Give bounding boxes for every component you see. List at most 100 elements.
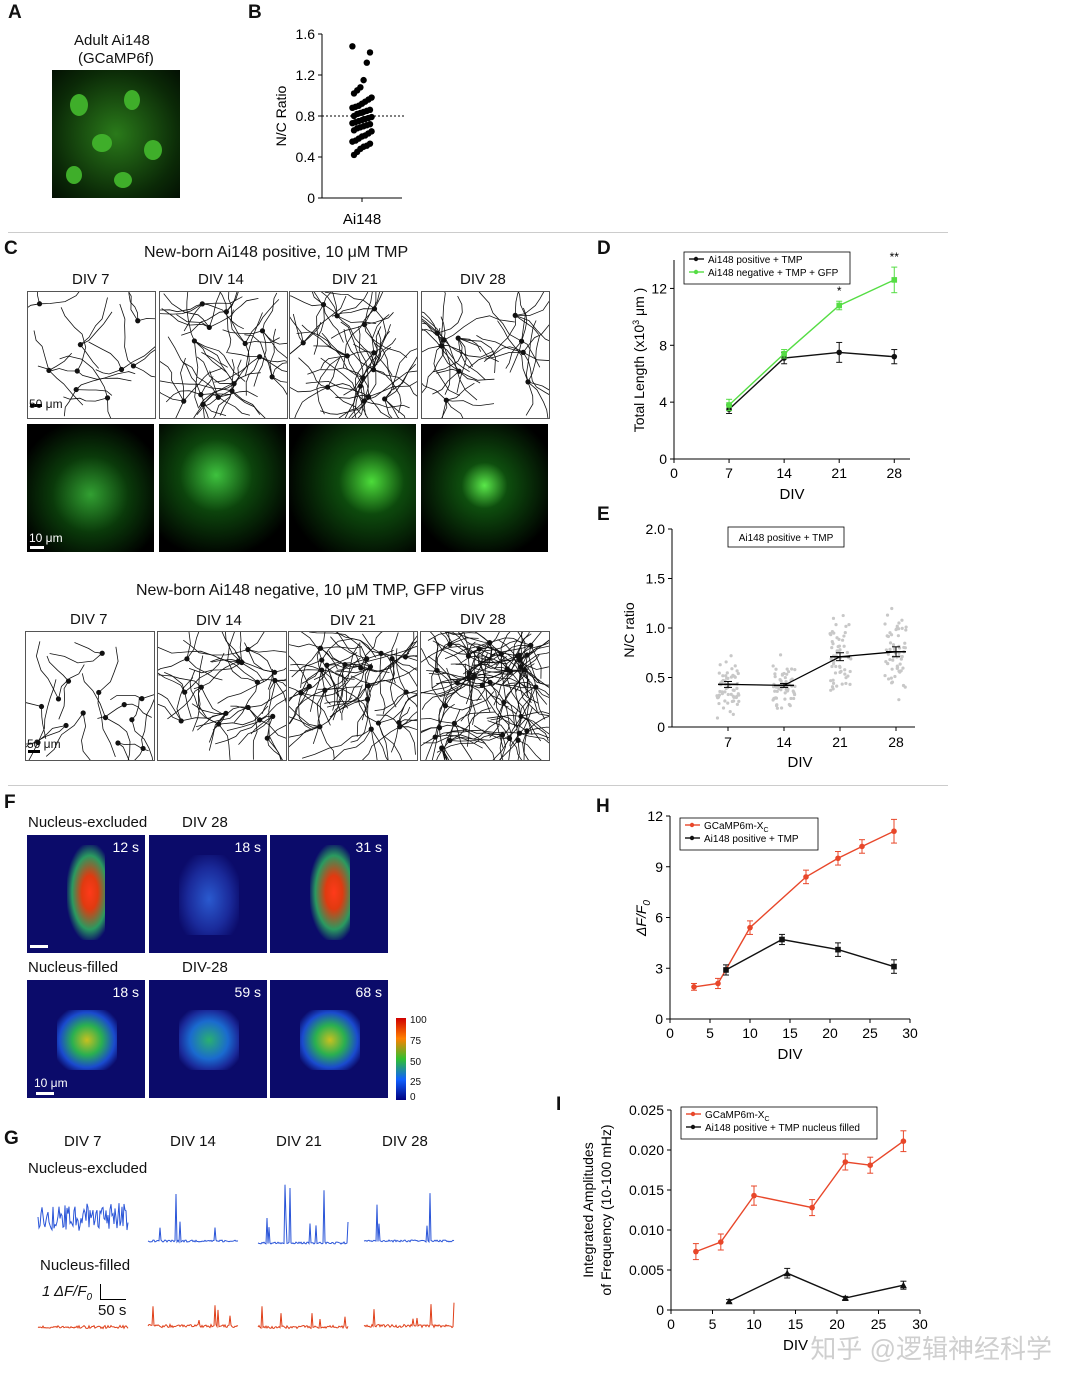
neurite bbox=[519, 706, 533, 734]
chartI-data-point bbox=[718, 1239, 724, 1245]
neurite bbox=[290, 295, 324, 307]
g-div-14: DIV 14 bbox=[170, 1133, 216, 1150]
e-data-point bbox=[786, 670, 791, 674]
neurite bbox=[378, 722, 389, 760]
i-legend-sub: C bbox=[764, 1116, 769, 1123]
neurite bbox=[487, 720, 510, 739]
neurite bbox=[362, 726, 400, 760]
neurite bbox=[374, 292, 384, 309]
neurite bbox=[441, 400, 447, 418]
neurite bbox=[378, 690, 417, 724]
soma bbox=[272, 669, 278, 675]
e-data-point bbox=[890, 606, 894, 611]
neurite bbox=[441, 747, 448, 760]
neurite bbox=[80, 297, 108, 346]
soma bbox=[74, 368, 80, 374]
e-data-point bbox=[731, 694, 735, 698]
panel-label-d: D bbox=[597, 238, 611, 259]
neurite bbox=[421, 736, 436, 747]
neurite bbox=[107, 397, 112, 418]
e-data-point bbox=[904, 625, 908, 629]
neurite bbox=[313, 345, 363, 379]
neurite bbox=[133, 349, 155, 367]
neurite bbox=[361, 685, 369, 721]
panel-label-f: F bbox=[4, 792, 16, 813]
e-data-point bbox=[840, 682, 844, 686]
neurite bbox=[364, 292, 373, 325]
adult-ai148-image bbox=[52, 70, 180, 198]
neurite bbox=[218, 390, 258, 398]
neurite bbox=[189, 670, 219, 725]
neurite bbox=[210, 658, 258, 683]
e-data-point bbox=[718, 689, 722, 694]
neurite bbox=[350, 675, 407, 693]
neurite bbox=[373, 324, 391, 354]
neurite bbox=[474, 653, 502, 661]
neurite bbox=[398, 722, 416, 755]
h-legend-sub: C bbox=[763, 827, 768, 834]
e-data-point bbox=[721, 706, 726, 710]
chart-d: 0 4 8 12 0 7 14 21 28 DIV Total Length (x103 μm ) *… bbox=[631, 250, 910, 503]
neurite bbox=[367, 662, 394, 700]
neurite bbox=[422, 328, 460, 372]
neurite bbox=[338, 400, 365, 418]
neurite bbox=[230, 309, 246, 344]
e-data-point bbox=[730, 667, 734, 671]
panel-label-c: C bbox=[4, 238, 18, 259]
neurite bbox=[454, 723, 495, 760]
neurite bbox=[353, 343, 377, 402]
neurite bbox=[259, 356, 287, 363]
soma bbox=[256, 717, 263, 723]
e-data-point bbox=[844, 624, 848, 628]
neurite bbox=[380, 653, 396, 684]
neurite bbox=[158, 692, 182, 722]
e-data-point bbox=[848, 669, 852, 674]
e-data-point bbox=[840, 638, 845, 642]
neurite bbox=[330, 636, 367, 660]
neurite bbox=[468, 315, 516, 369]
scale-label-skeleton-bottom: 50 μm bbox=[27, 737, 61, 751]
e-data-point bbox=[792, 696, 796, 701]
neurite bbox=[373, 352, 395, 390]
f-scale-label: 10 μm bbox=[34, 1076, 68, 1090]
soma bbox=[55, 696, 62, 702]
neurite bbox=[399, 726, 417, 731]
soma bbox=[403, 689, 409, 695]
neurite bbox=[320, 357, 365, 402]
neurite bbox=[482, 730, 520, 734]
i-y-label-line1: Integrated Amplitudes bbox=[580, 1142, 596, 1277]
e-data-point bbox=[843, 668, 847, 672]
e-y-tick-label: 0 bbox=[657, 719, 665, 735]
neurite bbox=[202, 393, 232, 405]
neurite bbox=[527, 335, 540, 383]
neurite bbox=[399, 718, 417, 728]
neurite bbox=[422, 320, 445, 341]
neurite bbox=[77, 370, 132, 382]
chartD-data-point bbox=[891, 277, 898, 283]
neurite bbox=[496, 702, 505, 748]
neurite bbox=[526, 645, 549, 656]
neurite bbox=[366, 650, 394, 660]
neurite bbox=[233, 682, 258, 723]
neurite bbox=[290, 663, 322, 671]
skeleton-positive-div14 bbox=[159, 291, 288, 419]
neurite bbox=[405, 691, 417, 708]
b-data-point bbox=[349, 119, 356, 127]
chartH-data-point bbox=[891, 963, 897, 970]
soma bbox=[235, 658, 241, 664]
neurite bbox=[160, 380, 233, 392]
neurite bbox=[432, 640, 480, 655]
neurite bbox=[301, 324, 348, 357]
soma bbox=[455, 335, 461, 341]
neurite bbox=[320, 292, 338, 316]
e-data-point bbox=[899, 669, 903, 673]
e-data-point bbox=[848, 682, 852, 687]
panel-label-a: A bbox=[8, 2, 22, 23]
c-top-div-28: DIV 28 bbox=[460, 271, 506, 288]
neurite bbox=[535, 686, 549, 698]
neurite bbox=[131, 697, 140, 720]
neurite bbox=[384, 398, 406, 418]
neurite bbox=[468, 650, 475, 679]
h-legend-label: Ai148 positive + TMP bbox=[704, 834, 799, 845]
trace-nucleus-filled bbox=[37, 1324, 129, 1330]
